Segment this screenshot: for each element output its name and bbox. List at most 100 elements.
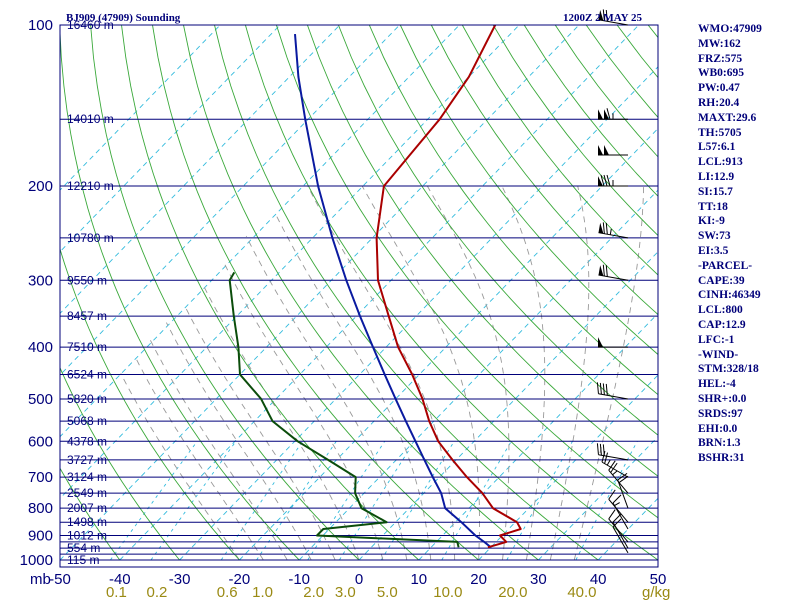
mixing-ratio-label: 2.0 xyxy=(303,584,324,600)
wind-barb xyxy=(596,443,629,461)
chart-time: 1200Z 2 MAY 25 xyxy=(563,12,642,24)
chart-title: BJ909 (47909) Sounding xyxy=(66,12,181,24)
height-label: 5820 m xyxy=(67,392,107,406)
index-item: PW:0.47 xyxy=(698,82,740,95)
index-item: LCL:800 xyxy=(698,304,743,317)
mixing-ratio-label: 3.0 xyxy=(335,584,356,600)
pressure-tick-label: 100 xyxy=(28,17,53,34)
height-label: 9550 m xyxy=(67,273,107,287)
isotherm-line xyxy=(239,127,658,561)
wind-barb xyxy=(598,222,629,239)
mixing-ratio-line xyxy=(506,441,573,561)
sounding-profiles xyxy=(228,25,522,549)
index-item: BRN:1.3 xyxy=(698,437,741,450)
wind-barb xyxy=(608,509,629,543)
moist-adiabat-line xyxy=(361,185,480,561)
index-item: SHR+:0.0 xyxy=(698,392,747,405)
index-item: -WIND- xyxy=(698,348,739,361)
wind-barb xyxy=(608,460,629,494)
isotherm-line xyxy=(60,25,520,499)
temperature-tick-label: 50 xyxy=(650,571,667,588)
isotherm-line xyxy=(60,25,460,438)
moist-adiabat-line xyxy=(549,185,590,561)
plot-frame xyxy=(59,24,659,568)
isotherm-line xyxy=(60,25,400,376)
index-item: RH:20.4 xyxy=(698,96,740,109)
height-label: 2007 m xyxy=(67,501,107,515)
wind-barbs xyxy=(596,9,629,554)
index-item: WB0:695 xyxy=(698,67,744,80)
height-label: 16460 m xyxy=(67,18,114,32)
parcel-path-line xyxy=(294,34,492,549)
mixing-ratio-label: 1.0 xyxy=(252,584,273,600)
index-item: LFC:-1 xyxy=(698,333,735,346)
height-label: 10780 m xyxy=(67,231,114,245)
mixing-ratio-label: 0.6 xyxy=(217,584,238,600)
temperature-tick-label: 20 xyxy=(470,571,487,588)
height-label: 1012 m xyxy=(67,529,107,543)
pressure-tick-label: 700 xyxy=(28,469,53,486)
isotherm-line xyxy=(298,189,658,561)
index-item: EI:3.5 xyxy=(698,244,729,257)
index-item: L57:6.1 xyxy=(698,141,736,154)
temperature-tick-label: 40 xyxy=(590,571,607,588)
index-item: CINH:46349 xyxy=(698,289,761,302)
pressure-tick-label: 900 xyxy=(28,528,53,545)
mixing-unit-label: g/kg xyxy=(642,584,670,600)
temperature-tick-label: -20 xyxy=(229,571,251,588)
wind-barb xyxy=(598,337,628,348)
mixing-ratio-label: 5.0 xyxy=(377,584,398,600)
index-item: LI:12.9 xyxy=(698,170,735,183)
pressure-tick-label: 300 xyxy=(28,272,53,289)
index-item: MW:162 xyxy=(698,37,741,50)
mixing-ratio-line xyxy=(256,441,337,561)
plot-background xyxy=(60,25,658,567)
isotherm-line xyxy=(60,25,221,191)
index-item: MAXT:29.6 xyxy=(698,111,757,124)
wind-barb xyxy=(596,382,629,400)
index-item: STM:328/18 xyxy=(698,363,759,376)
isotherm-line xyxy=(60,25,580,561)
temperature-tick-label: -50 xyxy=(49,571,71,588)
index-item: SW:73 xyxy=(698,230,731,243)
index-item: KI:-9 xyxy=(698,215,725,228)
height-label: 5068 m xyxy=(67,414,107,428)
height-label: 115 m xyxy=(67,553,99,567)
height-label: 3124 m xyxy=(67,470,107,484)
mixing-ratio-line xyxy=(220,441,304,561)
moist-adiabat-line xyxy=(427,185,510,561)
mixing-ratio-label: 0.2 xyxy=(147,584,168,600)
height-label: 2549 m xyxy=(67,486,107,500)
pressure-labels: 100 200 300 400 500 600 700 800 900 1000 xyxy=(20,17,53,569)
temperature-tick-label: -40 xyxy=(109,571,131,588)
moist-adiabat-line xyxy=(501,185,546,561)
mixing-ratio-label: 0.1 xyxy=(106,584,127,600)
temperature-tick-labels: -50 -40 -30 -20 -10 0 10 20 30 40 50 xyxy=(49,571,666,588)
isotherm-line xyxy=(60,25,341,315)
pressure-tick-label: 800 xyxy=(28,500,53,517)
isotherm-line xyxy=(119,25,640,561)
index-item: LCL:913 xyxy=(698,156,743,169)
height-label: 8457 m xyxy=(67,309,107,323)
sounding-indices: WMO:47909 MW:162 FRZ:575 WB0:695 PW:0.47 RH:2… xyxy=(698,22,798,466)
wind-barb xyxy=(598,264,629,281)
moist-adiabat-line xyxy=(165,322,312,561)
pressure-tick-label: 600 xyxy=(28,433,53,450)
moist-adiabat-line xyxy=(120,373,240,561)
moist-adiabat-line xyxy=(307,185,456,561)
pressure-tick-label: 1000 xyxy=(20,552,53,569)
pressure-tick-label: 200 xyxy=(28,178,53,195)
temperature-tick-label: 10 xyxy=(410,571,427,588)
wind-barb xyxy=(608,489,629,523)
height-label: 7510 m xyxy=(67,340,107,354)
pressure-tick-label: 500 xyxy=(28,391,53,408)
moist-adiabat-lines xyxy=(120,185,645,561)
pressure-tick-label: 400 xyxy=(28,339,53,356)
mixing-ratio-label: 20.0 xyxy=(498,584,527,600)
index-item: HEL:-4 xyxy=(698,378,736,391)
index-item: FRZ:575 xyxy=(698,52,743,65)
index-item: EHI:0.0 xyxy=(698,422,738,435)
temperature-tick-label: -30 xyxy=(169,571,191,588)
mixing-ratio-labels: 0.1 0.2 0.6 1.0 2.0 3.0 5.0 10.0 20.0 40.0 xyxy=(106,584,597,600)
height-label: 12210 m xyxy=(67,179,114,193)
